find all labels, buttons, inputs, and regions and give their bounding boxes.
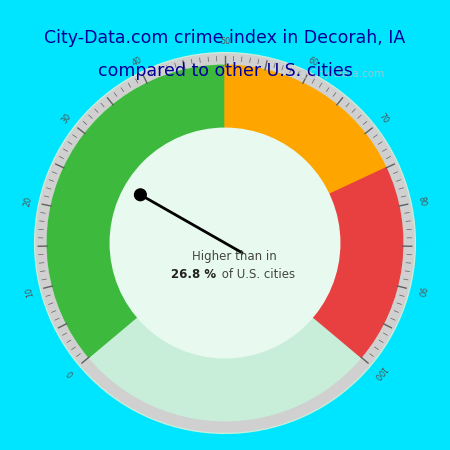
Wedge shape	[47, 65, 225, 357]
Text: 100: 100	[371, 364, 388, 381]
Text: 70: 70	[377, 112, 391, 126]
Text: 60: 60	[307, 55, 320, 68]
Text: 10: 10	[24, 286, 35, 298]
Circle shape	[110, 128, 340, 358]
Text: of U.S. cities: of U.S. cities	[218, 268, 295, 281]
Text: 20: 20	[22, 195, 33, 207]
Text: 50: 50	[220, 37, 230, 46]
Circle shape	[35, 53, 415, 433]
Wedge shape	[36, 54, 414, 432]
Text: 26.8 %: 26.8 %	[171, 268, 216, 281]
Text: 90: 90	[415, 286, 426, 298]
Text: compared to other U.S. cities: compared to other U.S. cities	[98, 62, 352, 80]
Text: Higher than in: Higher than in	[192, 250, 276, 263]
Text: City-Data.com crime index in Decorah, IA: City-Data.com crime index in Decorah, IA	[45, 29, 405, 47]
Circle shape	[135, 189, 146, 201]
Wedge shape	[313, 168, 403, 357]
Text: 30: 30	[59, 112, 73, 126]
Wedge shape	[225, 65, 386, 194]
Text: 80: 80	[417, 195, 428, 207]
Text: ⧖ City-Data.com: ⧖ City-Data.com	[300, 69, 384, 79]
Text: 0: 0	[66, 368, 76, 378]
Text: 40: 40	[130, 55, 143, 68]
